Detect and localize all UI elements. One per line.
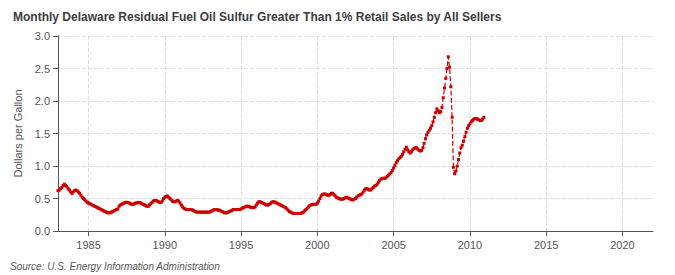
svg-text:1.5: 1.5 (35, 128, 50, 140)
svg-text:1990: 1990 (153, 239, 177, 251)
svg-text:1985: 1985 (76, 239, 100, 251)
svg-text:1.0: 1.0 (35, 160, 50, 172)
svg-text:2000: 2000 (305, 239, 329, 251)
svg-text:2.5: 2.5 (35, 63, 50, 75)
svg-text:0.5: 0.5 (35, 193, 50, 205)
svg-text:0.0: 0.0 (35, 225, 50, 237)
svg-text:Dollars per Gallon: Dollars per Gallon (12, 89, 24, 177)
svg-text:2.0: 2.0 (35, 95, 50, 107)
svg-text:2005: 2005 (381, 239, 405, 251)
svg-text:2020: 2020 (610, 239, 634, 251)
svg-text:Monthly Delaware Residual Fuel: Monthly Delaware Residual Fuel Oil Sulfu… (13, 10, 502, 24)
svg-text:1995: 1995 (229, 239, 253, 251)
svg-text:Source: U.S. Energy Informatio: Source: U.S. Energy Information Administ… (10, 261, 220, 272)
svg-text:2015: 2015 (534, 239, 558, 251)
svg-text:2010: 2010 (458, 239, 482, 251)
svg-text:3.0: 3.0 (35, 30, 50, 42)
